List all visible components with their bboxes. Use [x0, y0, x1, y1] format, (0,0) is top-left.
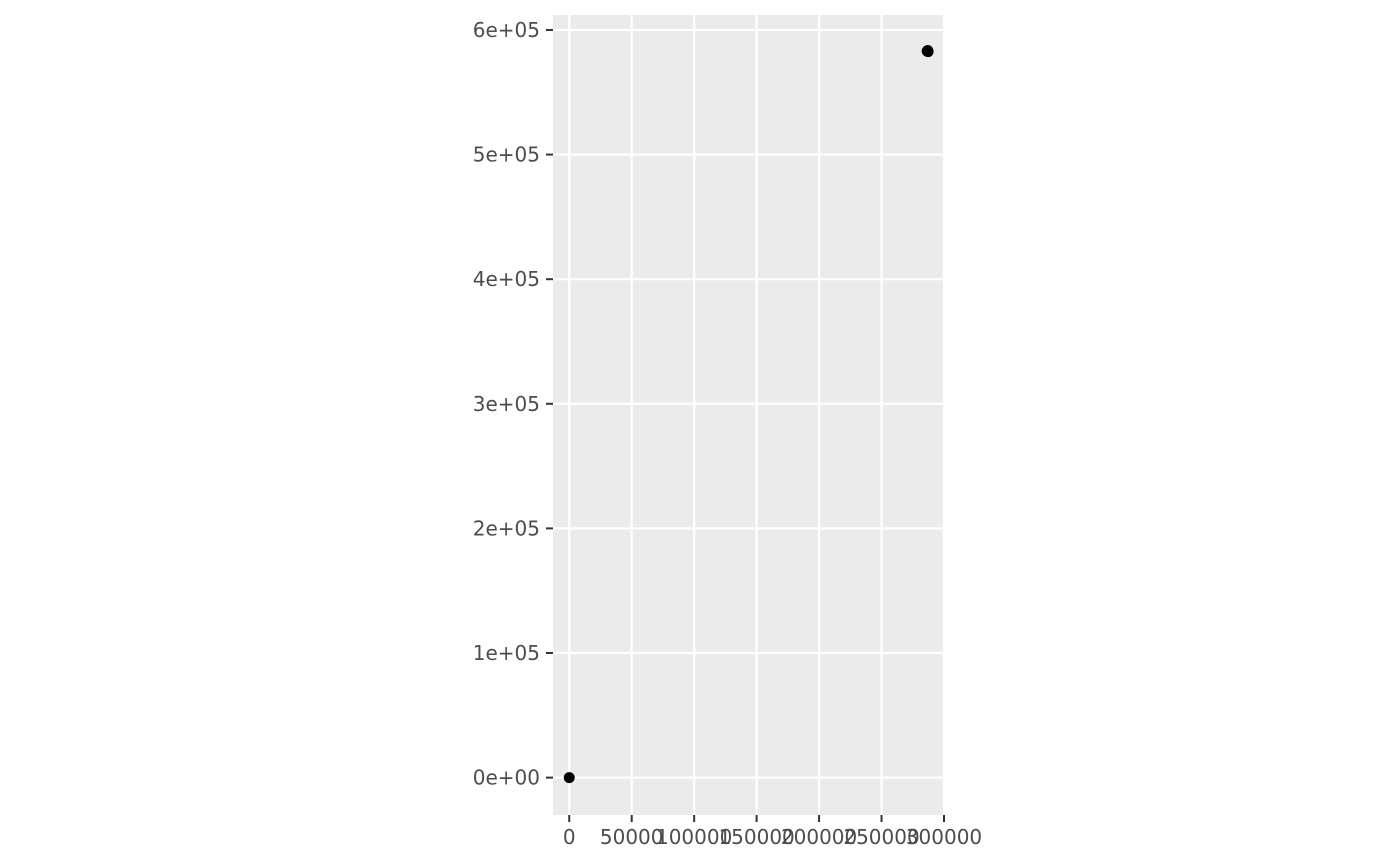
- y-tick-label: 5e+05: [473, 143, 540, 167]
- x-tick-label: 100000: [656, 825, 732, 849]
- plot-panel: [553, 15, 944, 815]
- data-point-0: [563, 772, 575, 784]
- data-points: [563, 45, 934, 784]
- data-point-3: [922, 46, 934, 58]
- x-tick-label: 0: [563, 825, 576, 849]
- x-tick-label: 250000: [843, 825, 919, 849]
- x-tick-label: 150000: [718, 825, 794, 849]
- y-tick-label: 2e+05: [473, 516, 540, 540]
- y-tick-label: 0e+00: [473, 766, 540, 790]
- x-tick-label: 200000: [781, 825, 857, 849]
- x-tick-label: 300000: [906, 825, 982, 849]
- grid-lines: [553, 15, 946, 815]
- y-tick-label: 1e+05: [473, 641, 540, 665]
- y-tick-label: 3e+05: [473, 392, 540, 416]
- y-tick-label: 4e+05: [473, 267, 540, 291]
- y-tick-label: 6e+05: [473, 18, 540, 42]
- x-tick-label: 50000: [600, 825, 664, 849]
